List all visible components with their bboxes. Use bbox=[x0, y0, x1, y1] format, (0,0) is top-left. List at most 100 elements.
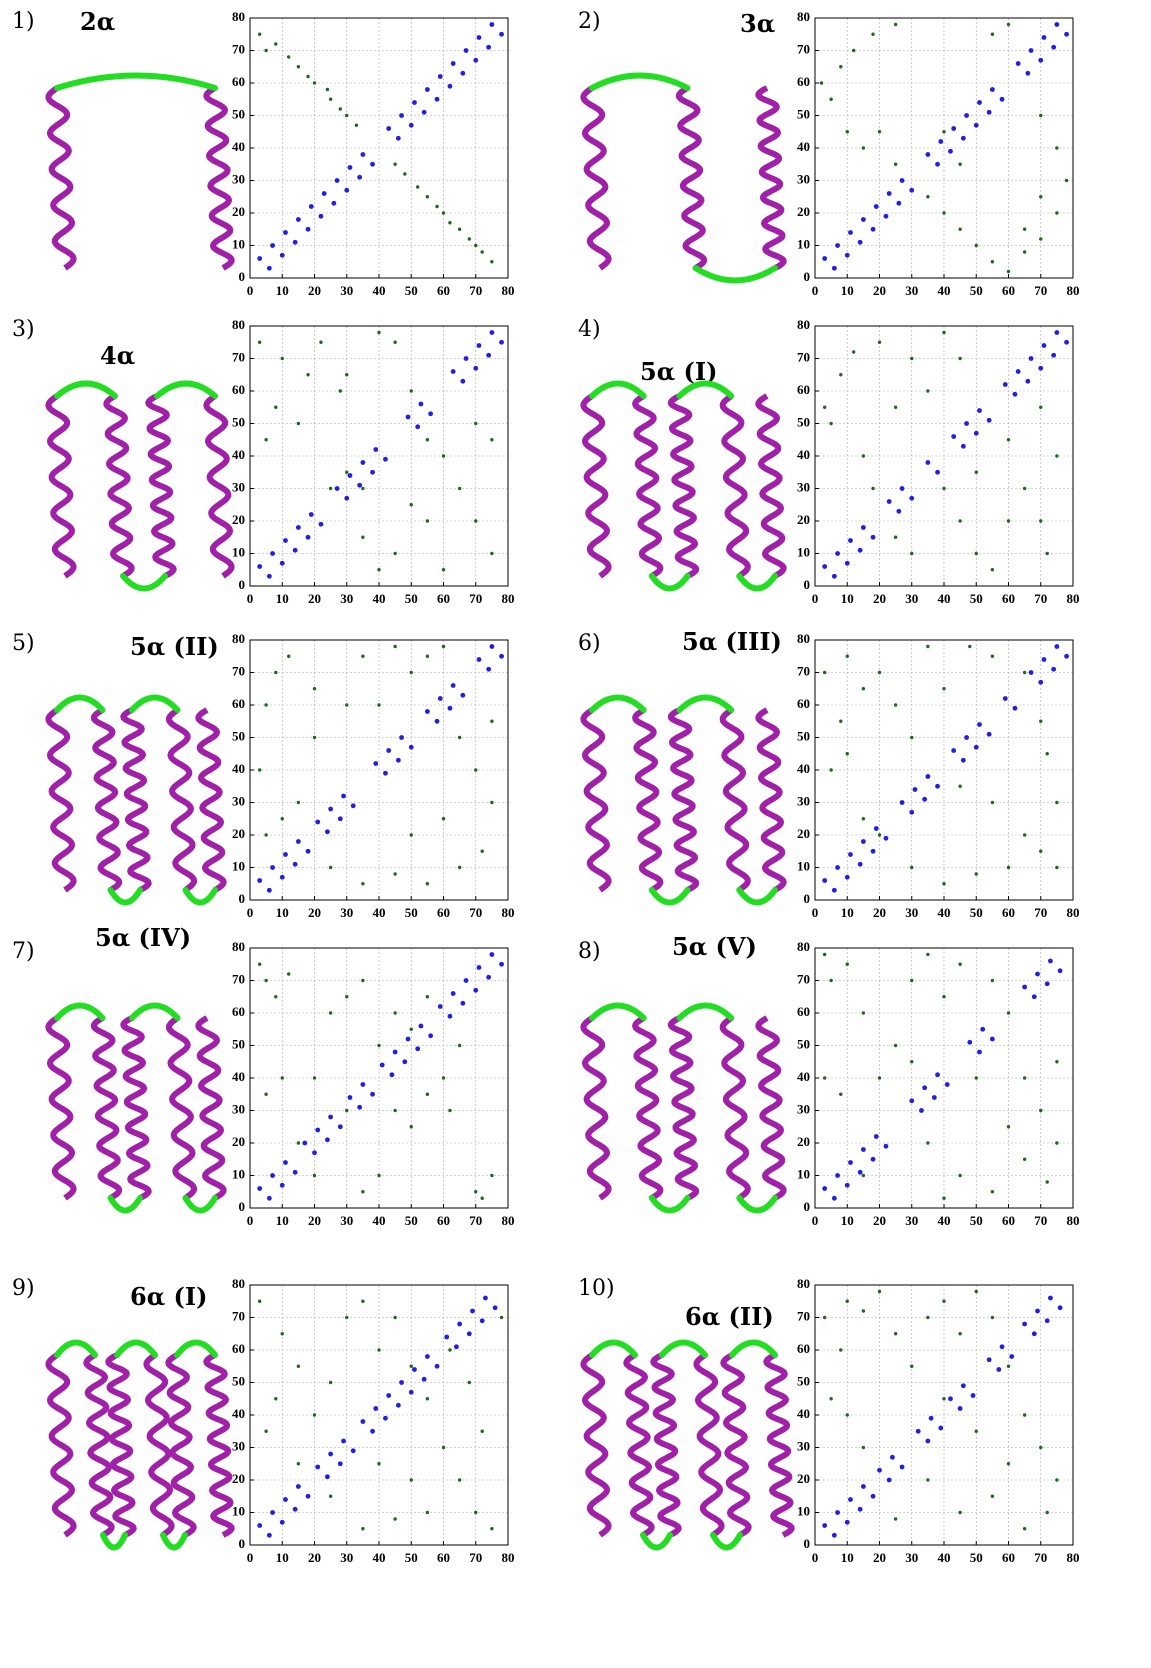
contact-point bbox=[296, 1141, 301, 1145]
contact-point bbox=[447, 705, 453, 711]
contact-point bbox=[334, 178, 340, 183]
contact-point bbox=[457, 1321, 463, 1327]
x-tick-label: 30 bbox=[905, 1213, 918, 1228]
contact-point bbox=[845, 654, 849, 658]
contact-point bbox=[909, 809, 915, 815]
contact-point bbox=[1038, 365, 1044, 371]
contact-point bbox=[450, 991, 456, 996]
x-tick-label: 10 bbox=[276, 905, 289, 920]
contact-point bbox=[926, 1315, 930, 1320]
panel: 8) 5α (V) 0 10 20 30 40 50 60 70 80 0 10 20 30 40 50 60 70… bbox=[578, 932, 1080, 1228]
x-tick-label: 60 bbox=[437, 283, 450, 298]
panel: 2) 3α 0 10 20 30 40 50 60 70 80 0 10 20 30 40 50 60 70 80 bbox=[578, 9, 1080, 298]
contact-point bbox=[305, 226, 311, 232]
contact-point bbox=[861, 146, 866, 150]
contact-point bbox=[910, 551, 914, 556]
contact-point bbox=[822, 256, 828, 261]
contact-point bbox=[822, 1523, 828, 1528]
contact-point bbox=[1031, 994, 1037, 1000]
y-tick-label: 80 bbox=[232, 939, 245, 954]
contact-point bbox=[383, 456, 388, 462]
helix bbox=[165, 1352, 197, 1538]
panel: 3) 4α 0 10 20 30 40 50 60 70 80 0 10 20 30 40 50 60 70 80 bbox=[12, 317, 515, 606]
contact-point bbox=[877, 1289, 882, 1294]
contact-point bbox=[296, 421, 301, 426]
contact-point bbox=[926, 952, 930, 957]
contact-point bbox=[395, 135, 401, 141]
contact-point bbox=[1045, 1180, 1049, 1184]
contact-point bbox=[409, 1027, 413, 1031]
y-tick-label: 40 bbox=[797, 761, 810, 776]
contact-point bbox=[1055, 1478, 1059, 1482]
contact-point bbox=[845, 752, 849, 756]
contact-point bbox=[457, 486, 462, 491]
contact-point bbox=[296, 1462, 301, 1466]
loop bbox=[107, 887, 143, 906]
contact-point bbox=[860, 217, 866, 222]
y-tick-label: 20 bbox=[797, 1471, 810, 1486]
contact-point bbox=[325, 1474, 330, 1480]
x-tick-label: 80 bbox=[1067, 1550, 1080, 1565]
helix bbox=[203, 85, 235, 271]
contact-point bbox=[957, 1406, 963, 1411]
contact-point bbox=[360, 1419, 366, 1424]
helix bbox=[675, 85, 708, 271]
contact-point bbox=[942, 130, 946, 134]
contact-point bbox=[935, 1072, 940, 1078]
contact-point bbox=[345, 1315, 349, 1320]
y-tick-label: 50 bbox=[232, 414, 245, 429]
y-tick-label: 10 bbox=[232, 544, 245, 559]
contact-point bbox=[964, 421, 969, 426]
contact-point bbox=[270, 243, 275, 248]
contact-point bbox=[392, 1049, 398, 1055]
x-tick-label: 40 bbox=[938, 283, 951, 298]
x-tick-label: 50 bbox=[970, 905, 983, 920]
contact-point bbox=[990, 32, 995, 36]
contact-point bbox=[925, 1438, 931, 1444]
contact-point bbox=[257, 1299, 262, 1303]
contact-point bbox=[441, 1445, 446, 1450]
contact-point bbox=[395, 757, 401, 763]
contact-point bbox=[1025, 378, 1031, 384]
contact-point bbox=[441, 568, 446, 572]
contact-point bbox=[1022, 833, 1027, 837]
helix bbox=[195, 707, 227, 893]
contact-point bbox=[425, 995, 430, 999]
contact-point bbox=[437, 74, 443, 79]
x-tick-label: 0 bbox=[247, 1213, 254, 1228]
contact-point bbox=[328, 1114, 334, 1120]
contact-point bbox=[1012, 391, 1018, 397]
contact-point bbox=[296, 65, 301, 69]
contact-point bbox=[409, 1478, 413, 1482]
y-tick-label: 10 bbox=[797, 858, 810, 873]
contact-point bbox=[399, 1380, 404, 1385]
contact-point bbox=[405, 414, 411, 420]
y-tick-label: 20 bbox=[232, 512, 245, 527]
x-tick-label: 80 bbox=[502, 283, 515, 298]
contact-point bbox=[857, 547, 863, 553]
contact-point bbox=[274, 995, 278, 999]
contact-point bbox=[409, 503, 413, 507]
y-tick-label: 80 bbox=[797, 939, 810, 954]
contact-point bbox=[421, 1376, 427, 1382]
y-tick-label: 70 bbox=[797, 41, 810, 56]
x-tick-label: 30 bbox=[340, 1213, 353, 1228]
contact-point bbox=[958, 519, 962, 523]
contact-point bbox=[331, 200, 337, 206]
x-tick-label: 0 bbox=[812, 591, 819, 606]
x-tick-label: 70 bbox=[1034, 1213, 1047, 1228]
y-tick-label: 50 bbox=[797, 728, 810, 743]
contact-point bbox=[441, 644, 446, 649]
contact-point bbox=[860, 1484, 866, 1489]
contact-point bbox=[345, 995, 349, 999]
loop bbox=[54, 380, 118, 399]
contact-point bbox=[354, 123, 359, 127]
contact-point bbox=[835, 865, 840, 870]
y-tick-label: 10 bbox=[797, 1166, 810, 1181]
loop bbox=[640, 1532, 673, 1551]
y-tick-label: 80 bbox=[232, 1276, 245, 1291]
contact-point bbox=[360, 152, 366, 157]
y-tick-label: 10 bbox=[797, 1503, 810, 1518]
panel-label: 6) bbox=[578, 631, 601, 656]
contact-point bbox=[280, 1332, 284, 1336]
